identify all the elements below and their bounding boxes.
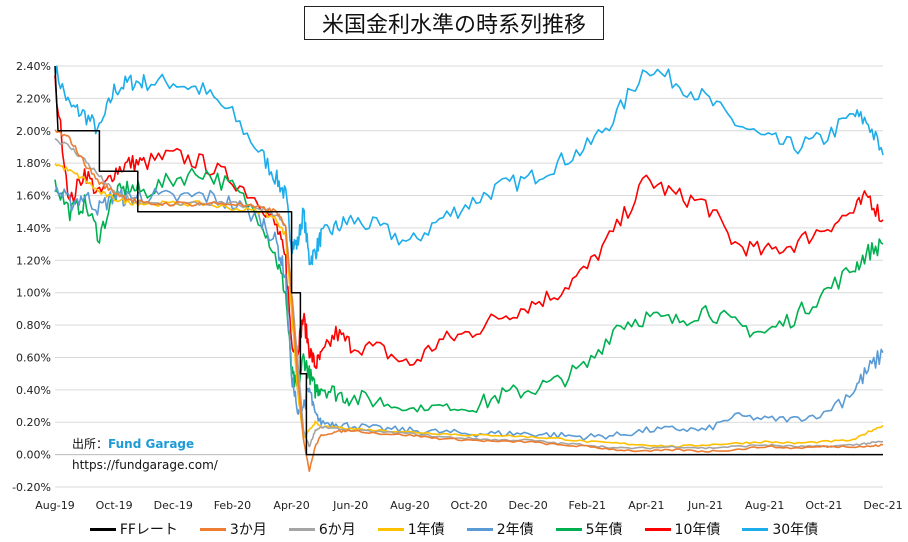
y-tick-label: 2.00% <box>16 125 51 138</box>
legend-item: 1年債 <box>377 519 445 539</box>
legend-item: FFレート <box>89 519 178 539</box>
source-label: 出所：Fund Garage <box>72 435 194 452</box>
series-line-FFレート <box>54 65 883 456</box>
y-tick-label: 2.40% <box>16 60 51 73</box>
source-prefix: 出所： <box>72 437 109 451</box>
x-tick-label: Oct-21 <box>805 499 842 512</box>
source-name: Fund Garage <box>108 437 195 451</box>
legend-label: FFレート <box>119 522 178 538</box>
legend-label: 30年債 <box>772 522 819 538</box>
y-tick-label: 1.80% <box>16 157 51 170</box>
x-tick-label: Aug-21 <box>745 499 784 512</box>
x-tick-label: Feb-20 <box>214 499 251 512</box>
y-tick-label: 0.20% <box>16 416 51 429</box>
x-tick-label: Aug-19 <box>35 499 74 512</box>
series-line-3か月 <box>54 129 884 473</box>
x-tick-label: Dec-20 <box>509 499 548 512</box>
legend-item: 3か月 <box>199 519 267 539</box>
series-line-2年債 <box>54 186 884 441</box>
source-url: https://fundgarage.com/ <box>72 458 218 472</box>
x-tick-label: Apr-21 <box>628 499 664 512</box>
y-tick-label: 1.40% <box>16 222 51 235</box>
x-tick-label: Feb-21 <box>569 499 606 512</box>
legend-swatch <box>89 527 116 531</box>
y-tick-label: 0.40% <box>16 384 51 397</box>
legend-swatch <box>466 527 493 531</box>
legend-swatch <box>742 527 769 531</box>
y-axis: 2.40% 2.20% 2.00% 1.80% 1.60% 1.40% 1.20% 1.00%… <box>12 60 51 494</box>
x-tick-label: Dec-21 <box>863 499 902 512</box>
y-tick-label: -0.20% <box>12 481 51 494</box>
x-tick-label: Oct-20 <box>451 499 488 512</box>
y-tick-label: 1.60% <box>16 190 51 203</box>
series-line-5年債 <box>54 167 884 414</box>
x-axis: Aug-19 Oct-19 Dec-19 Feb-20 Apr-20 Jun-20 Aug-… <box>35 499 902 512</box>
series-line-30年債 <box>54 65 884 266</box>
chart-title: 米国金利水準の時系列推移 <box>304 6 604 40</box>
series-layer <box>54 65 884 473</box>
legend-label: 3か月 <box>229 522 267 538</box>
legend-swatch <box>288 527 315 531</box>
x-tick-label: Oct-19 <box>96 499 133 512</box>
legend-item: 2年債 <box>466 519 534 539</box>
x-tick-label: Apr-20 <box>273 499 309 512</box>
legend-item: 10年債 <box>644 519 721 539</box>
legend: FFレート 3か月 6か月 1年債 2年債 5年債 10年債 30年債 <box>0 518 908 540</box>
legend-item: 6か月 <box>288 519 356 539</box>
y-tick-label: 0.60% <box>16 351 51 364</box>
y-tick-label: 0.00% <box>16 449 51 462</box>
series-line-6か月 <box>54 138 884 450</box>
legend-label: 5年債 <box>585 522 623 538</box>
legend-swatch <box>199 527 226 531</box>
legend-swatch <box>555 527 582 531</box>
legend-label: 2年債 <box>496 522 534 538</box>
legend-label: 1年債 <box>407 522 445 538</box>
x-tick-label: Aug-20 <box>390 499 429 512</box>
legend-item: 5年債 <box>555 519 623 539</box>
legend-item: 30年債 <box>742 519 818 539</box>
legend-swatch <box>377 527 404 531</box>
y-tick-label: 2.20% <box>16 92 51 105</box>
y-tick-label: 1.00% <box>16 287 51 300</box>
x-tick-label: Jun-21 <box>687 499 723 512</box>
x-tick-label: Jun-20 <box>332 499 368 512</box>
series-line-10年債 <box>54 75 884 370</box>
legend-label: 10年債 <box>674 522 721 538</box>
x-tick-label: Dec-19 <box>154 499 193 512</box>
y-tick-label: 1.20% <box>16 254 51 267</box>
y-tick-label: 0.80% <box>16 319 51 332</box>
legend-swatch <box>644 527 671 531</box>
legend-label: 6か月 <box>318 522 356 538</box>
grid-layer <box>55 65 883 488</box>
series-line-1年債 <box>54 163 884 448</box>
